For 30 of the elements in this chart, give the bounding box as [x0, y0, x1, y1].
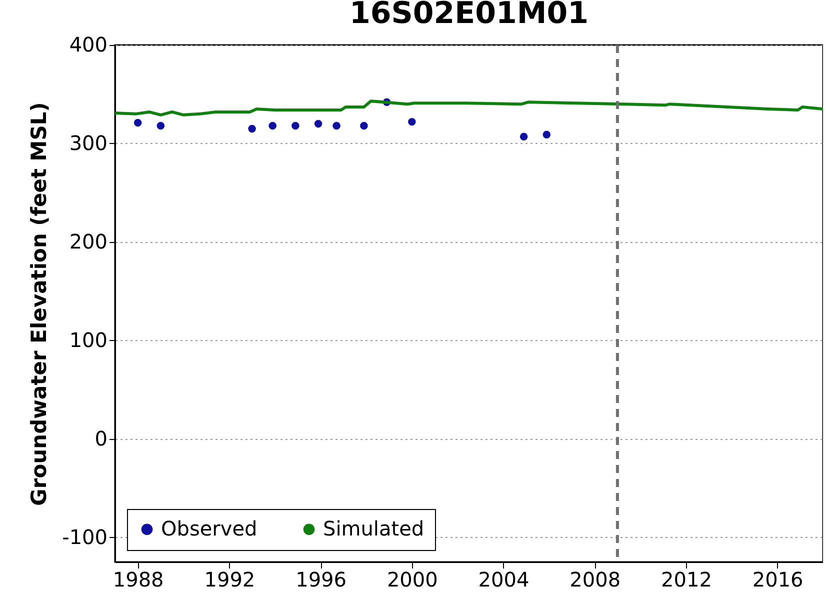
x-tick-label: 1992 — [204, 568, 256, 592]
point — [268, 122, 276, 130]
legend-label: Simulated — [323, 516, 424, 540]
y-tick-label: 0 — [94, 426, 108, 450]
point — [332, 122, 340, 130]
point — [542, 130, 551, 138]
point — [248, 124, 256, 133]
y-tick-label: 100 — [69, 328, 108, 352]
y-tick-label: 200 — [69, 229, 108, 254]
point — [360, 122, 368, 130]
point — [520, 132, 528, 140]
line-series — [114, 100, 823, 116]
x-tick-label: 2016 — [752, 568, 804, 592]
point — [292, 122, 300, 130]
y-axis-title: Groundwater Elevation (feet MSL) — [27, 102, 52, 506]
point — [156, 122, 165, 130]
point — [314, 120, 322, 128]
x-tick-label: 2004 — [478, 568, 530, 592]
y-tick-label: 400 — [69, 32, 108, 56]
x-tick-label: 1988 — [112, 568, 164, 592]
legend-label: Observed — [161, 516, 258, 540]
point — [134, 118, 142, 127]
x-tick-label: 2012 — [661, 568, 712, 592]
chart-title: 16S02E01M01 — [350, 0, 588, 31]
x-tick-label: 2000 — [386, 568, 438, 592]
x-tick-label: 2008 — [570, 568, 621, 592]
point — [408, 118, 416, 126]
x-tick-label: 1996 — [296, 568, 346, 592]
y-tick-label: -100 — [62, 524, 108, 549]
y-tick-label: 300 — [69, 130, 108, 155]
